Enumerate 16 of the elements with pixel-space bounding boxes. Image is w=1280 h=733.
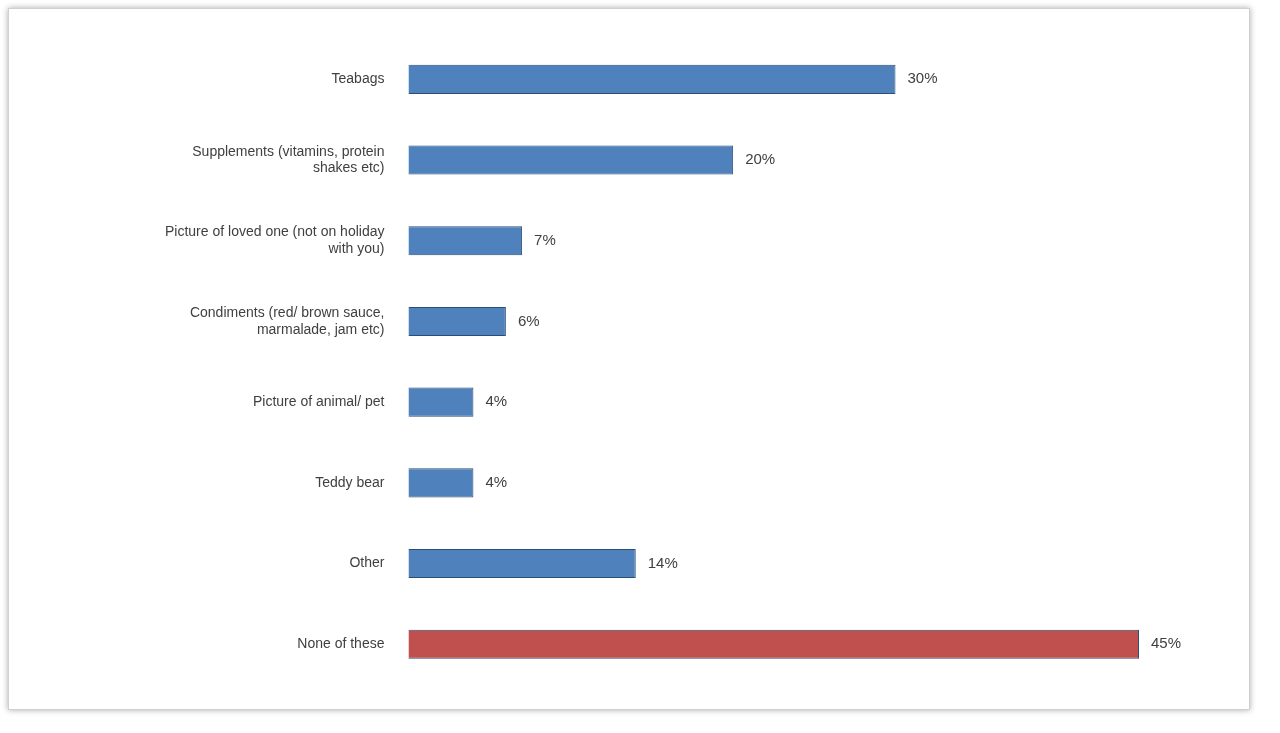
data-label: 30% bbox=[907, 69, 938, 87]
y-tick-label: Condiments (red/ brown sauce, marmalade, jam etc) bbox=[189, 303, 385, 337]
data-label: 7% bbox=[534, 230, 556, 248]
y-tick-label: Teddy bear bbox=[315, 473, 385, 490]
y-tick-label: Other bbox=[349, 554, 385, 571]
data-label: 6% bbox=[517, 311, 540, 329]
y-tick-label: Teabags bbox=[331, 70, 385, 87]
data-label: 4% bbox=[485, 392, 508, 410]
y-tick-label: Supplements (vitamins, protein shakes etc) bbox=[192, 142, 385, 176]
data-label: 20% bbox=[745, 150, 776, 168]
y-tick-label: Picture of animal/ pet bbox=[252, 393, 385, 410]
data-label: 14% bbox=[647, 553, 678, 571]
y-tick-label: Picture of loved one (not on holiday with you) bbox=[164, 223, 385, 257]
y-tick-label: None of these bbox=[297, 635, 385, 652]
data-label: 45% bbox=[1151, 634, 1182, 652]
data-label: 4% bbox=[485, 472, 508, 490]
